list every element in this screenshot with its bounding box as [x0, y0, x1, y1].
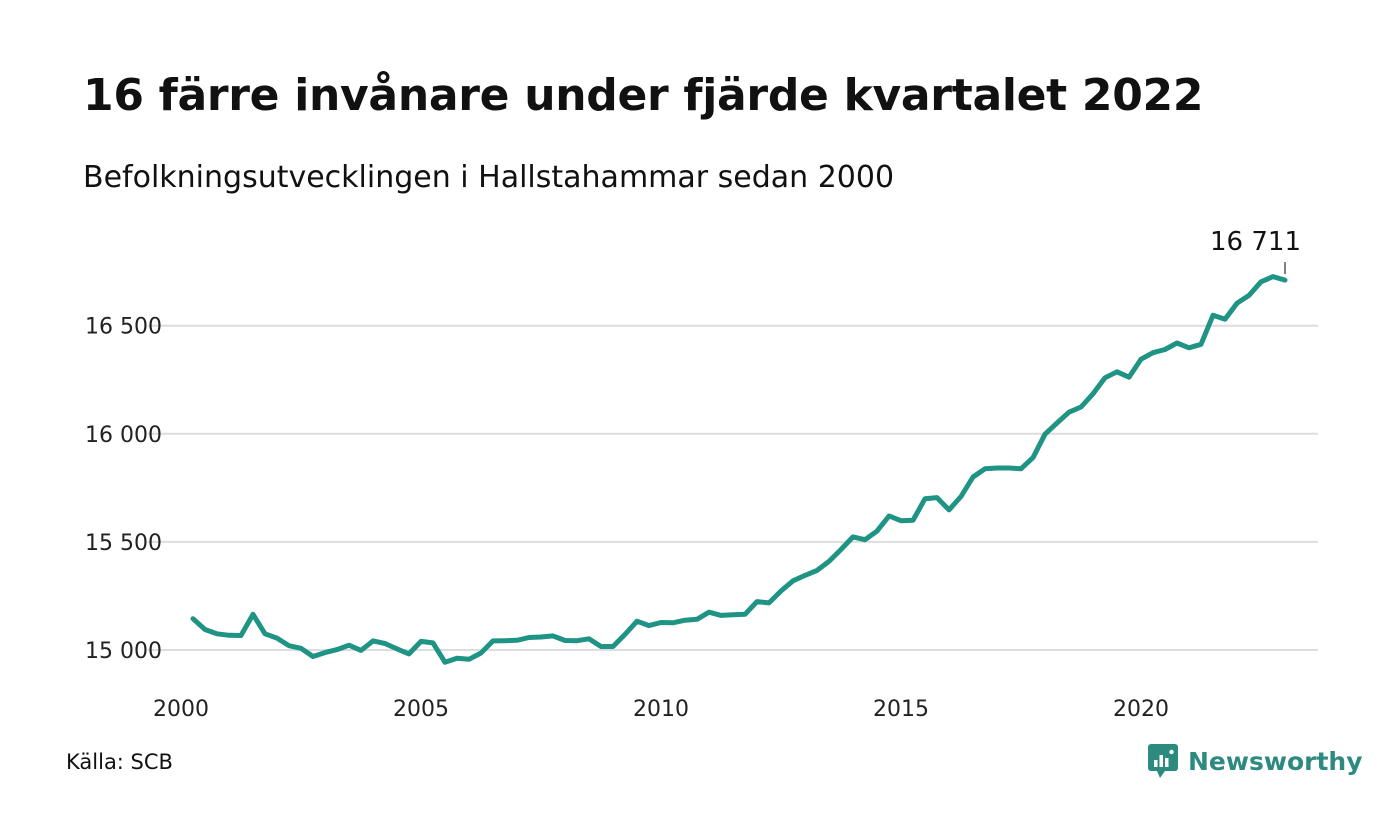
chart-subtitle: Befolkningsutvecklingen i Hallstahammar … — [83, 160, 895, 195]
x-tick-label-3: 2015 — [873, 697, 929, 722]
x-tick-label-1: 2005 — [393, 697, 449, 722]
y-tick-label-1: 15 500 — [85, 531, 162, 556]
y-tick-label-0: 15 000 — [85, 639, 162, 664]
newsworthy-logo-icon — [1148, 744, 1178, 778]
gridlines — [148, 324, 1318, 651]
source-note: Källa: SCB — [66, 750, 173, 774]
x-tick-label-4: 2020 — [1113, 697, 1169, 722]
y-tick-label-2: 16 000 — [85, 423, 162, 448]
y-axis-tick-labels: 15 000 15 500 16 000 16 500 — [85, 315, 162, 664]
x-tick-label-0: 2000 — [153, 697, 209, 722]
end-value-label: 16 711 — [1210, 227, 1301, 257]
x-axis-tick-labels: 2000 2005 2010 2015 2020 — [153, 697, 1169, 722]
brand-name: Newsworthy — [1188, 746, 1363, 776]
series-line — [190, 274, 1288, 665]
page-title: 16 färre invånare under fjärde kvartalet… — [83, 70, 1204, 121]
brand-logo: Newsworthy — [1148, 744, 1363, 778]
y-tick-label-3: 16 500 — [85, 315, 162, 340]
x-tick-label-2: 2010 — [633, 697, 689, 722]
